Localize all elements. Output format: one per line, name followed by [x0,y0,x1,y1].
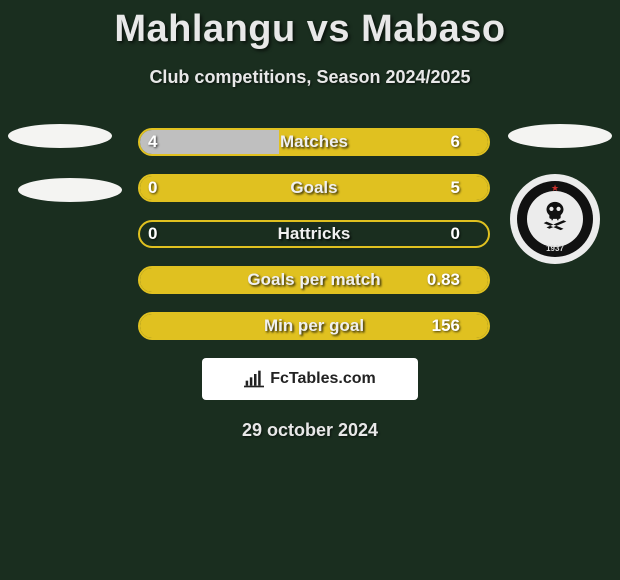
bar-right [140,176,488,200]
page-subtitle: Club competitions, Season 2024/2025 [0,67,620,88]
bar-track [138,220,490,248]
date-text: 29 october 2024 [0,420,620,441]
stat-row: 46Matches [10,128,610,156]
stat-row: 156Min per goal [10,312,610,340]
value-right: 156 [432,312,460,340]
stat-row: 05Goals [10,174,610,202]
value-left: 4 [148,128,157,156]
brand-text: FcTables.com [270,370,376,388]
value-left: 0 [148,174,157,202]
badge-year: 1937 [517,244,593,253]
value-right: 5 [451,174,460,202]
comparison-chart: 46Matches05Goals00Hattricks0.83Goals per… [0,128,620,340]
bar-left [140,130,279,154]
bar-chart-icon [244,370,264,388]
skull-crossbones-icon [538,199,572,233]
stat-row: 0.83Goals per match [10,266,610,294]
value-right: 0 [451,220,460,248]
bar-track [138,174,490,202]
bar-track [138,128,490,156]
page-title: Mahlangu vs Mabaso [0,0,620,51]
value-left: 0 [148,220,157,248]
value-right: 6 [451,128,460,156]
badge-star-icon: ★ [551,183,559,194]
value-right: 0.83 [427,266,460,294]
brand-box: FcTables.com [202,358,418,400]
